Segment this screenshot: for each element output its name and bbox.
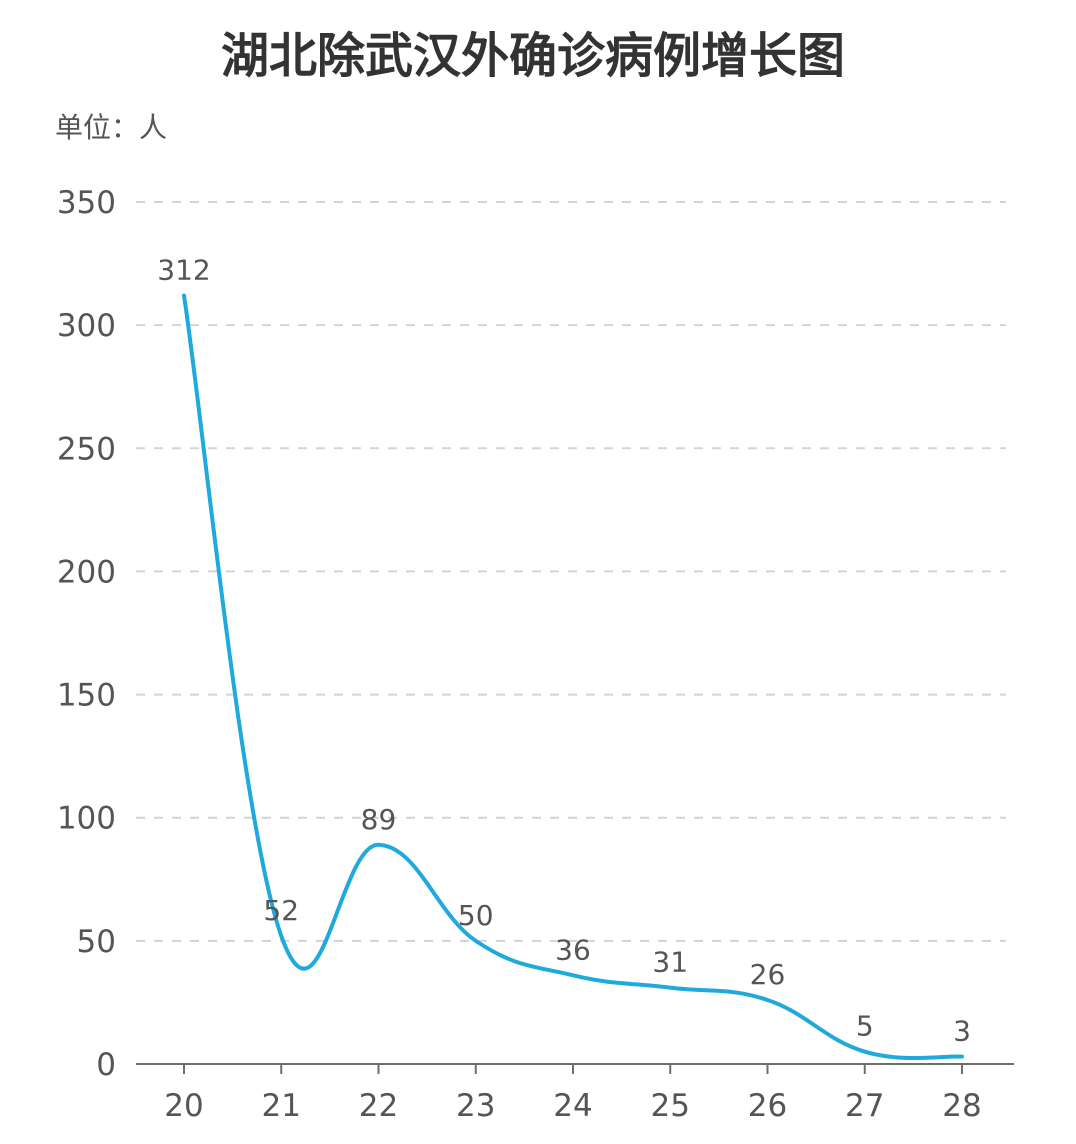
x-tick-label: 20 — [164, 1088, 203, 1124]
data-label: 31 — [652, 946, 688, 979]
data-labels: 312 52 89 50 36 31 26 5 3 — [157, 254, 971, 1048]
x-tick-label: 27 — [845, 1088, 884, 1124]
y-tick-label: 50 — [77, 924, 116, 960]
data-label: 26 — [750, 958, 786, 991]
y-tick-label: 250 — [57, 431, 116, 467]
data-label: 89 — [361, 803, 397, 836]
x-tick-label: 23 — [456, 1088, 495, 1124]
chart-title: 湖北除武汉外确诊病例增长图 — [221, 28, 845, 84]
data-label: 312 — [157, 254, 210, 287]
gridlines — [136, 201, 1006, 942]
y-axis: 0 50 100 150 200 250 300 350 — [57, 185, 116, 1083]
x-tick-label: 24 — [553, 1088, 592, 1124]
x-tick-label: 28 — [942, 1088, 981, 1124]
series-group — [182, 293, 964, 1061]
x-tick-label: 25 — [651, 1088, 690, 1124]
y-tick-label: 300 — [57, 308, 116, 344]
y-tick-label: 150 — [57, 678, 116, 714]
y-tick-label: 0 — [96, 1047, 116, 1083]
data-label: 52 — [263, 894, 299, 927]
y-tick-label: 200 — [57, 554, 116, 590]
unit-label: 单位：人 — [55, 111, 167, 144]
data-label: 5 — [856, 1010, 874, 1043]
x-tick-label: 22 — [359, 1088, 398, 1124]
y-tick-label: 100 — [57, 801, 116, 837]
y-tick-label: 350 — [57, 185, 116, 221]
data-label: 3 — [953, 1015, 971, 1048]
series-line — [182, 293, 964, 1061]
x-tick-label: 21 — [262, 1088, 301, 1124]
data-label: 50 — [458, 899, 494, 932]
x-axis: 20 21 22 23 24 25 26 27 28 — [136, 1063, 1014, 1124]
data-label: 36 — [555, 933, 591, 966]
x-tick-label: 26 — [748, 1088, 787, 1124]
